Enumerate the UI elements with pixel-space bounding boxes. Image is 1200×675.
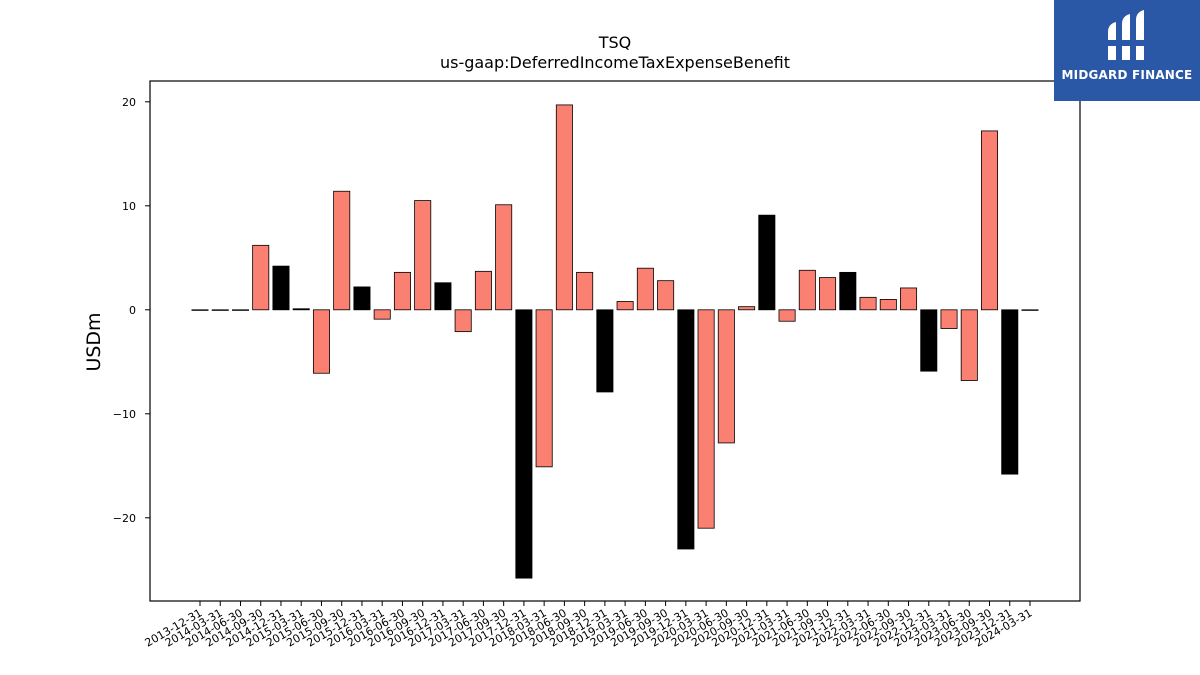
y-tick-label: 20: [122, 96, 136, 109]
bar-2019-03-31: [616, 301, 634, 311]
bar-2018-12-31: [596, 309, 614, 393]
x-axis-ticks: 2013-12-312014-03-312014-06-302014-09-30…: [143, 601, 1035, 650]
bar-2022-12-31: [920, 309, 938, 372]
bar-2014-03-31: [211, 309, 229, 311]
bar-2018-06-30: [555, 104, 573, 311]
bar-2016-12-31: [434, 282, 452, 311]
bar-2022-06-30: [879, 298, 897, 311]
bar-2015-12-31: [353, 286, 371, 311]
bar-2024-03-31: [1021, 309, 1039, 311]
bar-2021-03-31: [778, 309, 796, 322]
bar-2022-09-30: [900, 287, 918, 311]
bar-2016-09-30: [414, 200, 432, 311]
logo-text: MIDGARD FINANCE: [1061, 68, 1193, 82]
bar-2017-06-30: [474, 270, 492, 311]
bar-2013-12-31: [191, 309, 209, 311]
bar-2014-12-31: [272, 265, 290, 311]
y-axis-label: USDm: [83, 312, 105, 371]
bar-2016-06-30: [393, 271, 411, 311]
bar-2021-09-30: [819, 277, 837, 311]
bar-2022-03-31: [859, 296, 877, 311]
bars-group: [191, 104, 1039, 579]
bar-2015-06-30: [312, 309, 330, 374]
y-tick-label: −10: [113, 408, 136, 421]
bar-2019-09-30: [657, 280, 675, 311]
bar-2020-12-31: [758, 214, 776, 311]
bar-2017-12-31: [515, 309, 533, 579]
bar-2019-06-30: [636, 267, 654, 311]
bar-2023-03-31: [940, 309, 958, 329]
logo-mark-icon: [1108, 10, 1144, 60]
bar-2021-06-30: [798, 269, 816, 311]
bar-2020-09-30: [738, 306, 756, 311]
bar-2020-06-30: [717, 309, 735, 444]
y-axis-ticks: −20 −10 0 10 20: [113, 96, 150, 525]
bar-2014-09-30: [252, 244, 270, 311]
plot-frame: [149, 80, 1081, 602]
bar-2018-09-30: [576, 271, 594, 311]
bar-2017-09-30: [495, 204, 513, 311]
y-tick-label: −20: [113, 512, 136, 525]
y-tick-label: 10: [122, 200, 136, 213]
bar-2021-12-31: [839, 271, 857, 311]
bar-2023-09-30: [981, 130, 999, 311]
bar-2015-03-31: [292, 308, 310, 311]
midgard-finance-logo: MIDGARD FINANCE: [1054, 0, 1200, 101]
y-tick-label: 0: [129, 304, 136, 317]
bar-2014-06-30: [231, 309, 249, 311]
bar-2016-03-31: [373, 309, 391, 320]
chart-title: TSQ: [598, 33, 632, 52]
bar-2020-03-31: [697, 309, 715, 529]
bar-2015-09-30: [333, 190, 351, 311]
bar-2018-03-31: [535, 309, 553, 468]
bar-2023-12-31: [1001, 309, 1019, 475]
bar-2023-06-30: [960, 309, 978, 381]
chart-subtitle: us-gaap:DeferredIncomeTaxExpenseBenefit: [440, 53, 790, 72]
bar-2017-03-31: [454, 309, 472, 333]
bar-2019-12-31: [677, 309, 695, 550]
